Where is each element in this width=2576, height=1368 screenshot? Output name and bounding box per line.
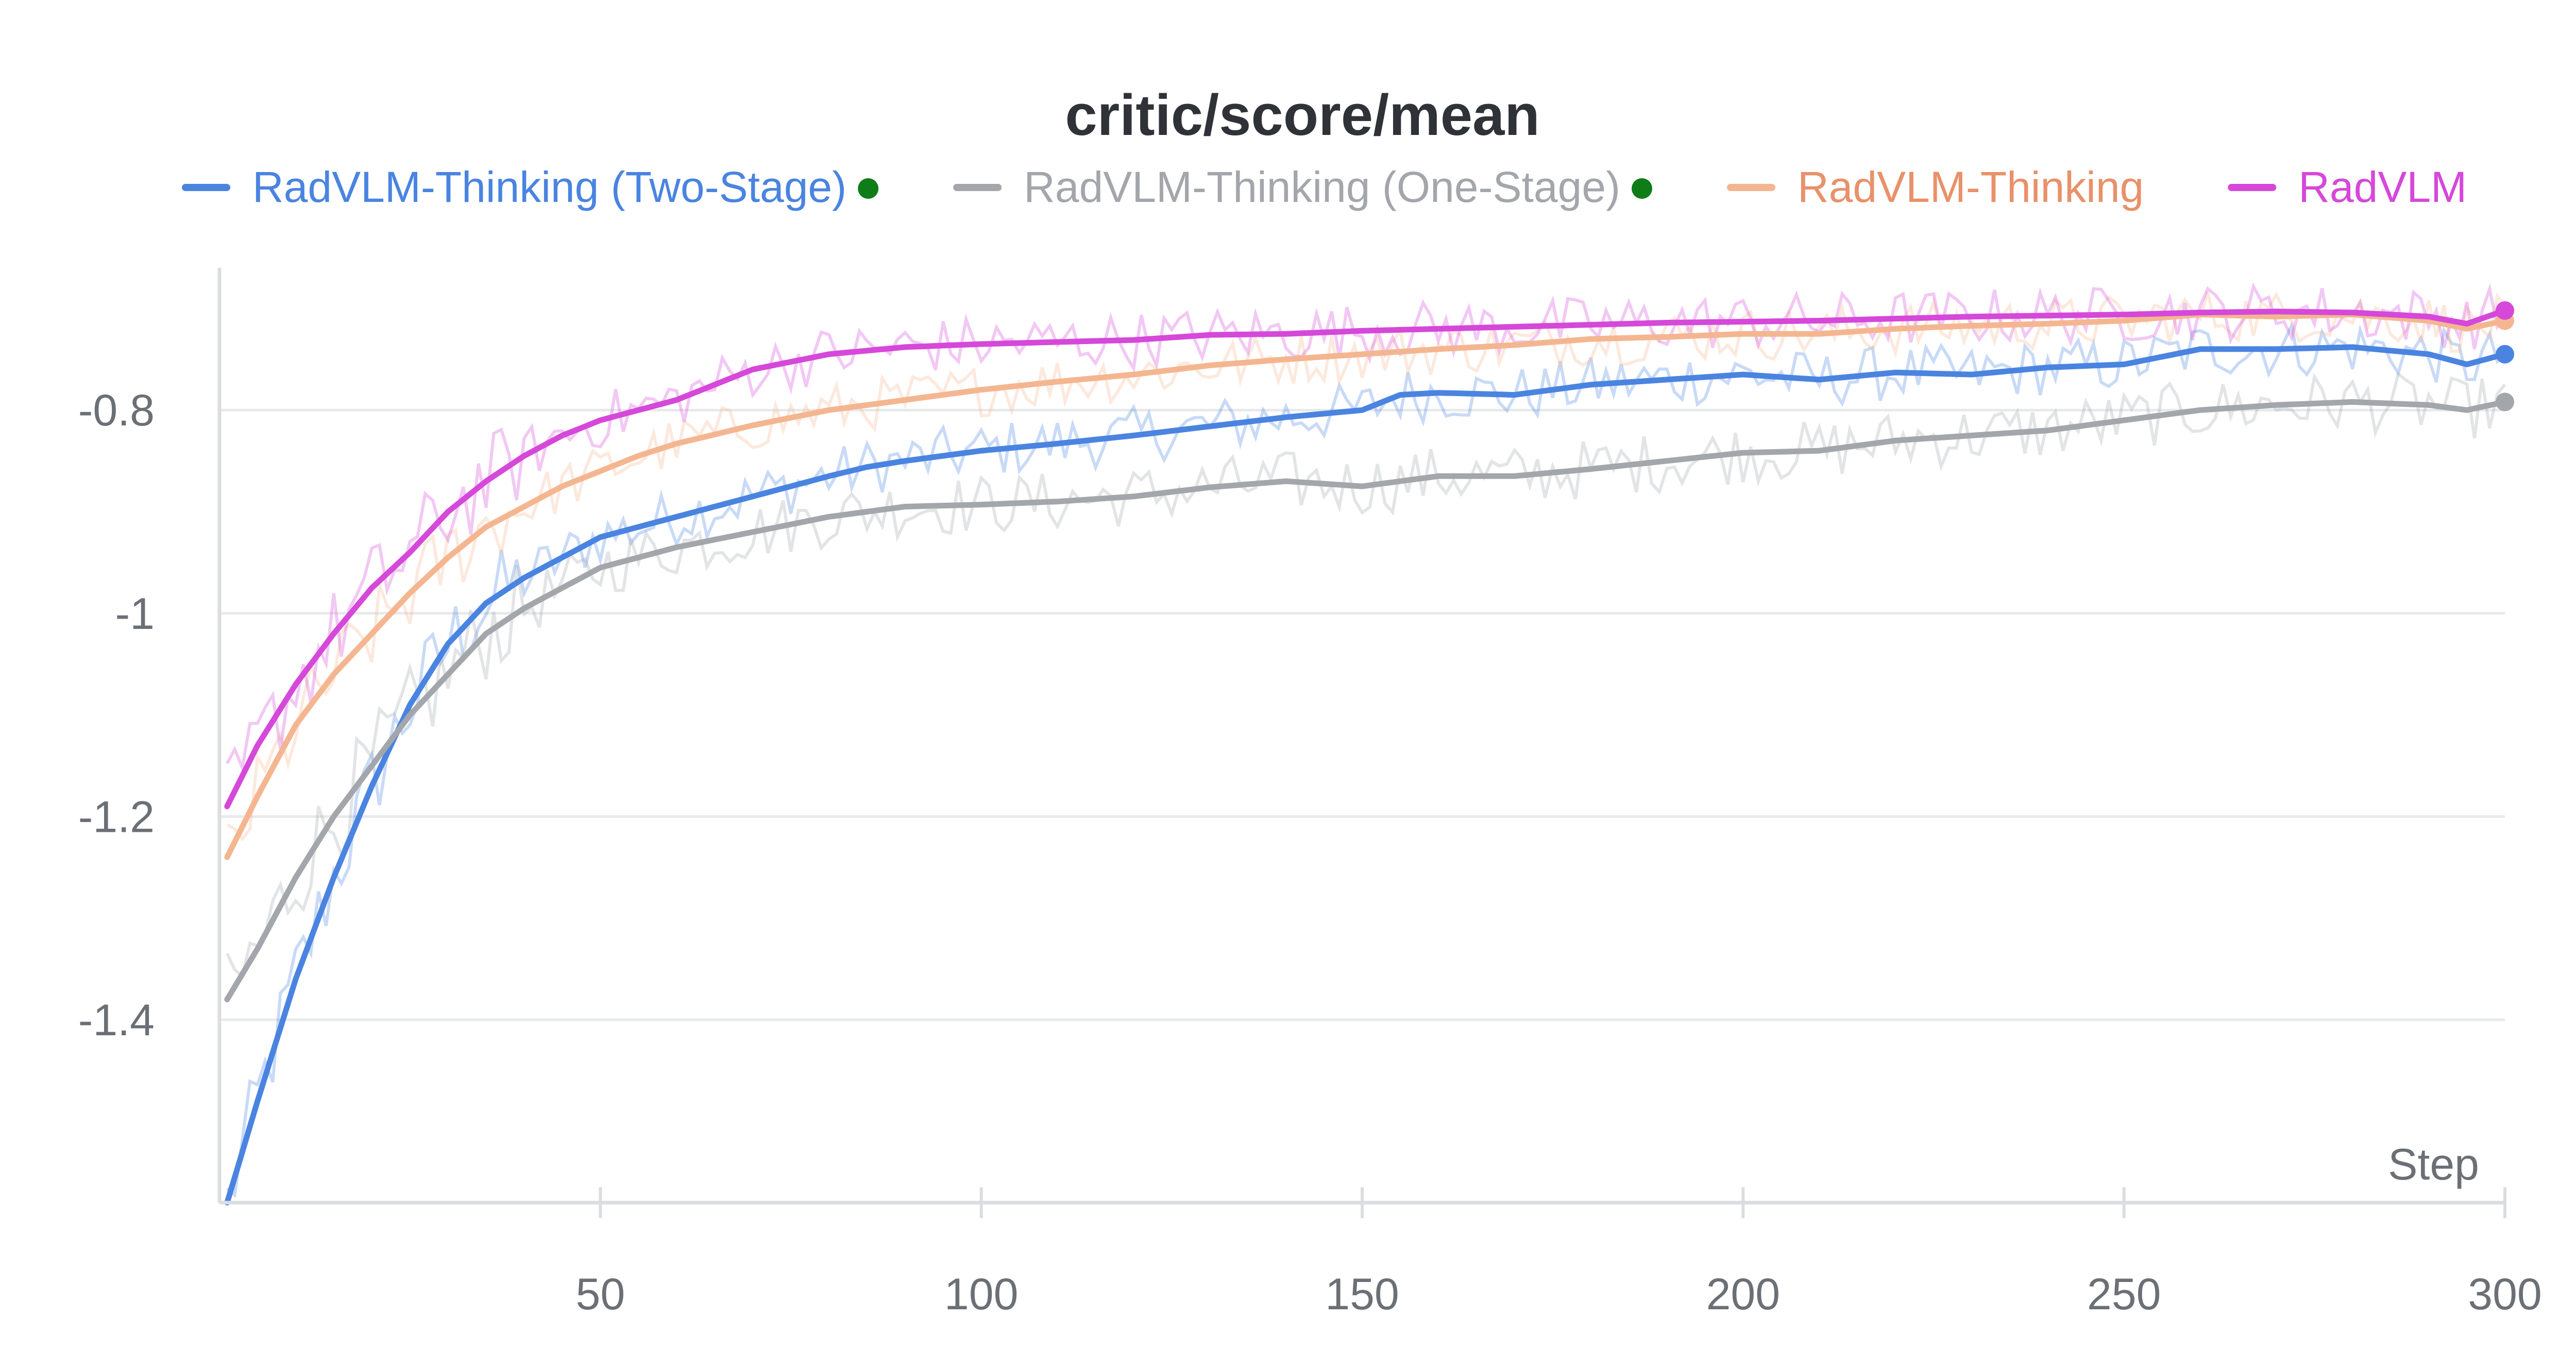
axes: -1.4 -1.2 -1 -0.8 50 100 150 200 250 300 bbox=[78, 268, 2542, 1319]
series-raw-line bbox=[226, 320, 2506, 1199]
x-tick-label: 50 bbox=[575, 1270, 625, 1319]
legend-label: RadVLM-Thinking bbox=[1798, 163, 2144, 211]
legend-label: RadVLM bbox=[2298, 163, 2467, 211]
x-tick-label: 200 bbox=[1706, 1270, 1781, 1319]
chart-title: critic/score/mean bbox=[1065, 83, 1539, 147]
legend: RadVLM-Thinking (Two-Stage) RadVLM-Thinki… bbox=[182, 163, 2467, 211]
y-tick-label: -1.4 bbox=[78, 996, 155, 1045]
series-raw-line bbox=[226, 371, 2506, 980]
series-raw-line bbox=[226, 282, 2506, 774]
y-tick-label: -1.2 bbox=[78, 792, 155, 842]
legend-label: RadVLM-Thinking (Two-Stage) bbox=[252, 163, 846, 211]
legend-label: RadVLM-Thinking (One-Stage) bbox=[1024, 163, 1620, 211]
x-tick-label: 150 bbox=[1325, 1270, 1399, 1319]
y-tick-label: -1 bbox=[115, 589, 155, 639]
legend-status-dot bbox=[858, 178, 879, 199]
series-line bbox=[224, 312, 2508, 860]
series-end-point bbox=[2496, 392, 2514, 412]
series-layer bbox=[224, 282, 2514, 1206]
series-end-point bbox=[2496, 301, 2514, 320]
x-tick-label: 250 bbox=[2087, 1270, 2161, 1319]
x-tick-label: 300 bbox=[2468, 1270, 2542, 1319]
x-tick-label: 100 bbox=[944, 1270, 1019, 1319]
grid bbox=[219, 408, 2505, 1021]
x-axis-label: Step bbox=[2388, 1140, 2479, 1189]
series-line bbox=[224, 344, 2508, 1206]
legend-status-dot bbox=[1631, 178, 1652, 199]
series-end-point bbox=[2496, 345, 2514, 364]
series-line bbox=[224, 307, 2508, 810]
y-tick-label: -0.8 bbox=[78, 386, 155, 435]
series-line bbox=[224, 399, 2508, 1002]
series-raw-line bbox=[226, 291, 2506, 842]
